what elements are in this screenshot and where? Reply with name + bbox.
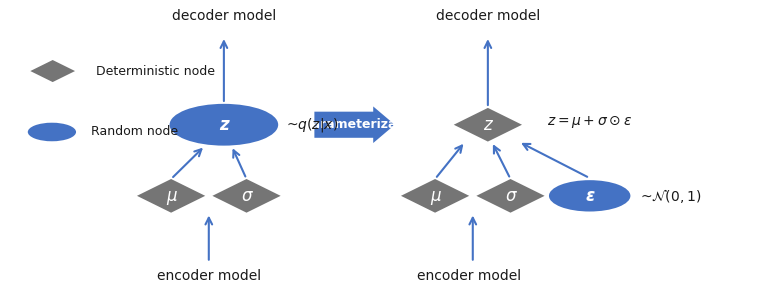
Circle shape [28,123,76,141]
Text: ~$\mathcal{N}(0,1)$: ~$\mathcal{N}(0,1)$ [640,187,701,205]
Text: decoder model: decoder model [172,9,276,23]
Text: decoder model: decoder model [436,9,540,23]
Text: ε: ε [585,187,594,205]
Text: z: z [219,116,229,134]
Text: μ: μ [166,187,176,205]
Text: reparameterization: reparameterization [288,118,424,131]
Text: ~$q(z|x)$: ~$q(z|x)$ [285,116,338,134]
Polygon shape [213,179,281,213]
Polygon shape [401,179,469,213]
FancyArrow shape [314,106,395,143]
Text: σ: σ [505,187,516,205]
Text: Random node: Random node [91,125,178,139]
Polygon shape [30,60,75,82]
Polygon shape [453,108,522,142]
Text: Deterministic node: Deterministic node [96,64,216,78]
Text: μ: μ [430,187,441,205]
Text: σ: σ [241,187,252,205]
Polygon shape [137,179,205,213]
Circle shape [170,104,278,146]
Text: $z = \mu + \sigma \odot \varepsilon$: $z = \mu + \sigma \odot \varepsilon$ [547,114,632,130]
Text: encoder model: encoder model [157,269,261,283]
Polygon shape [476,179,544,213]
Text: z: z [484,116,492,134]
Text: encoder model: encoder model [417,269,521,283]
Circle shape [549,180,631,212]
